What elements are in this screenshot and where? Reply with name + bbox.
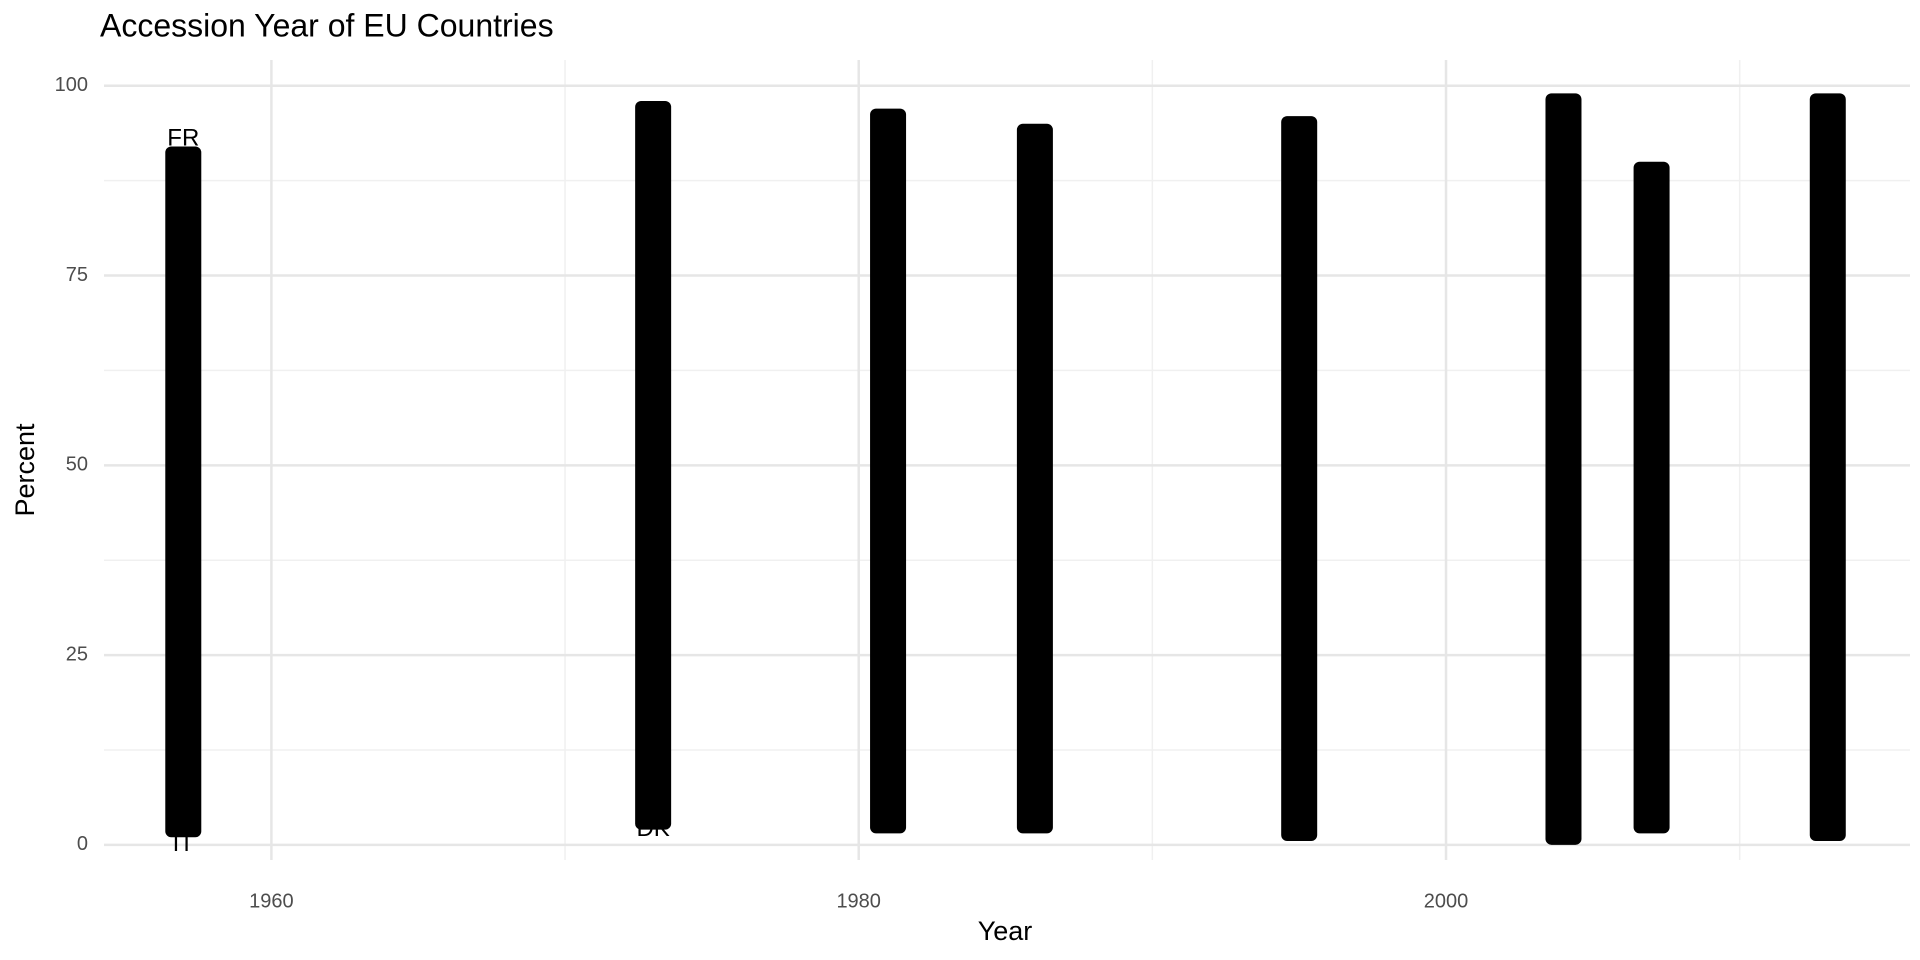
y-tick-label: 25	[66, 643, 88, 665]
annotation: IT	[173, 830, 195, 857]
range-bar	[1809, 93, 1846, 842]
range-bar	[165, 146, 202, 838]
y-tick-label: 50	[66, 454, 88, 476]
x-tick-label: 1960	[249, 890, 294, 912]
annotation: FR	[167, 124, 199, 151]
x-tick-label: 2000	[1424, 890, 1469, 912]
range-bar	[635, 100, 672, 830]
y-tick-label: 75	[66, 264, 88, 286]
x-tick-label: 1980	[836, 890, 881, 912]
range-bar	[1633, 161, 1670, 834]
y-tick-label: 100	[55, 74, 88, 96]
annotation: DK	[636, 815, 669, 842]
chart-title: Accession Year of EU Countries	[100, 7, 554, 43]
y-axis-title: Percent	[10, 423, 40, 517]
x-axis-title: Year	[978, 916, 1033, 946]
range-bar	[1016, 123, 1053, 834]
y-tick-label: 0	[77, 833, 88, 855]
range-bar	[1545, 93, 1582, 845]
range-bar	[1281, 116, 1318, 842]
range-bar	[870, 108, 907, 834]
